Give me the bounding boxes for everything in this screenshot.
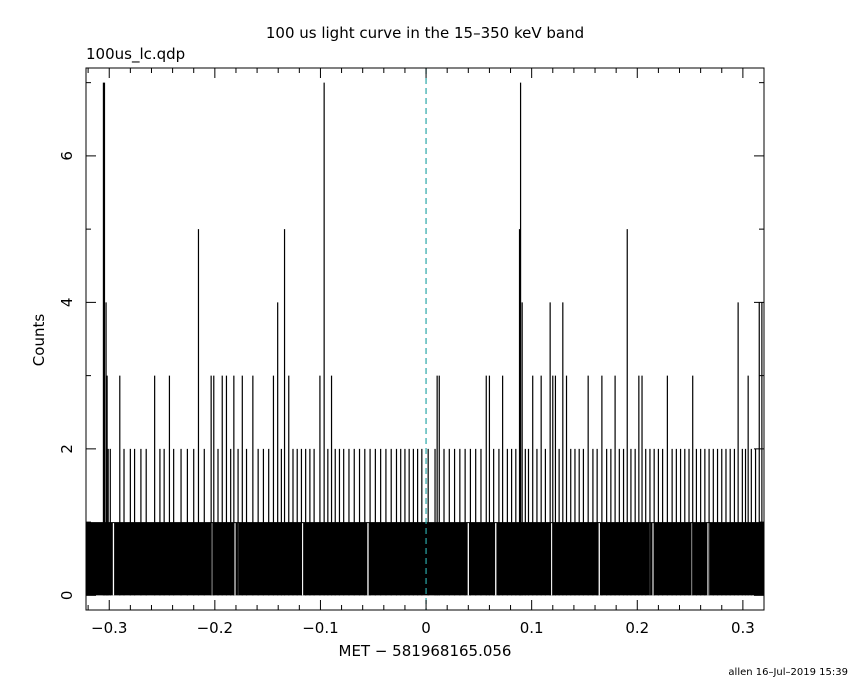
x-tick-label: 0.2 [625,619,649,637]
x-tick-label: −0.1 [302,619,338,637]
ticks-layer: −0.3 −0.2 −0.1 0 0.1 0.2 0.3 0 2 4 6 [58,68,765,637]
plot-frame [85,67,765,611]
footer-stamp: allen 16–Jul–2019 15:39 [728,667,848,678]
y-tick-label: 4 [58,298,76,308]
x-tick-label: 0 [421,619,431,637]
y-tick-label: 6 [58,151,76,161]
x-tick-label: 0.1 [520,619,544,637]
file-label: 100us_lc.qdp [86,45,185,64]
y-tick-label: 2 [58,444,76,454]
bars-layer [86,82,764,596]
x-tick-label: −0.2 [197,619,233,637]
y-tick-label: 0 [58,591,76,601]
y-axis-label: Counts [30,314,48,367]
x-axis-label: MET − 581968165.056 [339,642,512,660]
x-tick-label: 0.3 [731,619,755,637]
x-tick-label: −0.3 [91,619,127,637]
chart-title: 100 us light curve in the 15–350 keV ban… [266,24,584,42]
